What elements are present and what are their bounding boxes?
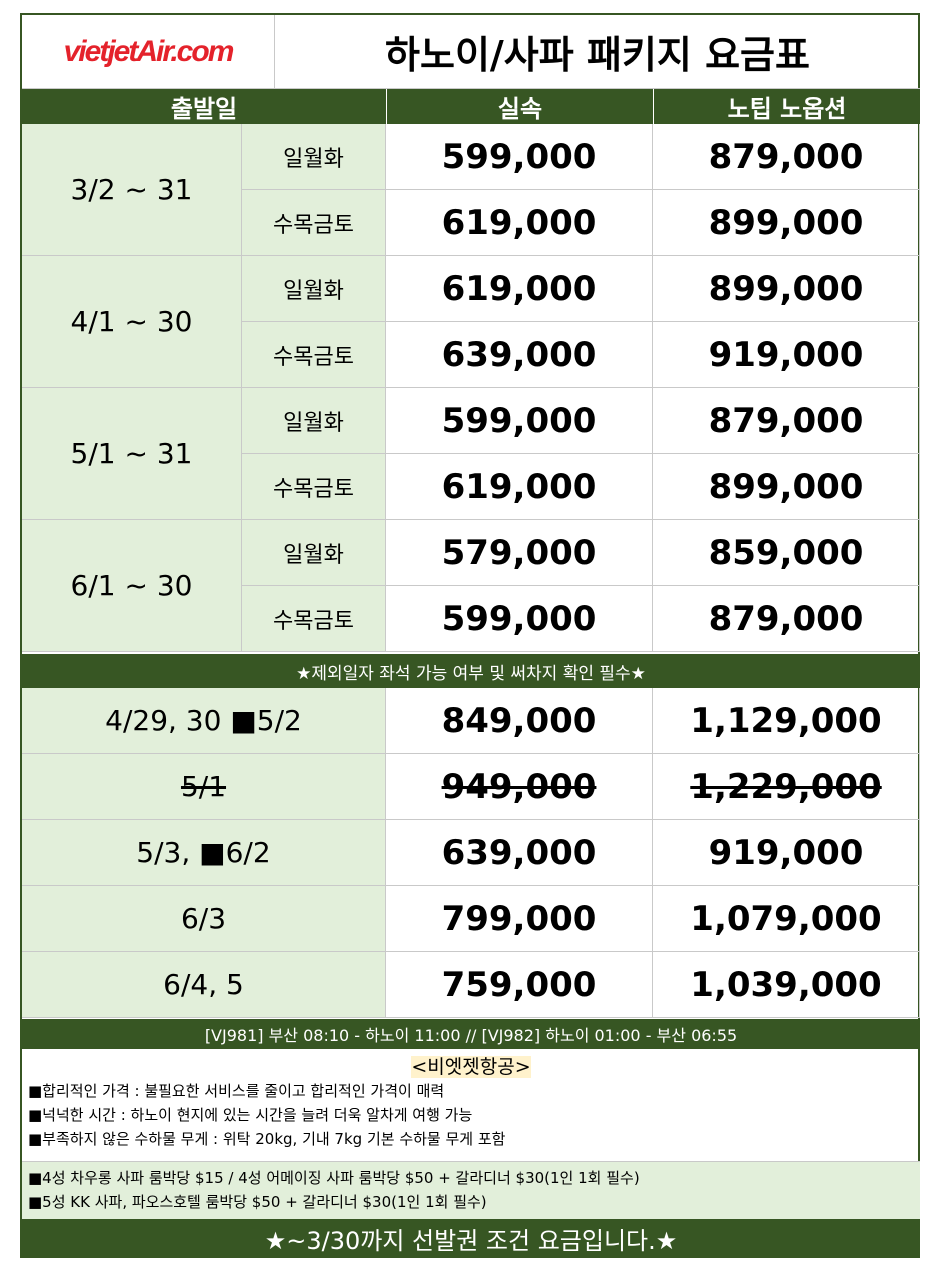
standard-price: 599,000 bbox=[386, 124, 653, 190]
vietjet-logo: vietjetAir.com bbox=[63, 34, 235, 68]
weekday-group: 수목금토 bbox=[242, 586, 386, 652]
special-standard-price: 799,000 bbox=[386, 886, 653, 952]
weekday-group: 수목금토 bbox=[242, 322, 386, 388]
premium-price: 899,000 bbox=[653, 256, 920, 322]
period-range: 5/1 ~ 31 bbox=[22, 388, 242, 520]
special-standard-price: 949,000 bbox=[386, 754, 653, 820]
premium-price: 879,000 bbox=[653, 388, 920, 454]
special-standard-price: 639,000 bbox=[386, 820, 653, 886]
period-range: 4/1 ~ 30 bbox=[22, 256, 242, 388]
flight-info: [VJ981] 부산 08:10 - 하노이 11:00 // [VJ982] … bbox=[22, 1019, 920, 1049]
premium-price: 859,000 bbox=[653, 520, 920, 586]
standard-price: 579,000 bbox=[386, 520, 653, 586]
special-date: 5/3, ■6/2 bbox=[22, 820, 386, 886]
header-standard: 실속 bbox=[386, 89, 653, 124]
airline-info: <비엣젯항공> ■합리적인 가격 : 불필요한 서비스를 줄이고 합리적인 가격… bbox=[22, 1049, 920, 1161]
standard-price: 599,000 bbox=[386, 586, 653, 652]
premium-price: 919,000 bbox=[653, 322, 920, 388]
page-title: 하노이/사파 패키지 요금표 bbox=[275, 15, 920, 89]
standard-price: 599,000 bbox=[386, 388, 653, 454]
period-range: 6/1 ~ 30 bbox=[22, 520, 242, 652]
weekday-group: 일월화 bbox=[242, 256, 386, 322]
price-table: vietjetAir.com 하노이/사파 패키지 요금표 출발일 실속 노팁 … bbox=[20, 13, 920, 1258]
airline-point: ■넉넉한 시간 : 하노이 현지에 있는 시간을 늘려 더욱 알차게 여행 가능 bbox=[28, 1106, 473, 1124]
period-range: 3/2 ~ 31 bbox=[22, 124, 242, 256]
special-premium-price: 919,000 bbox=[653, 820, 920, 886]
special-premium-price: 1,229,000 bbox=[653, 754, 920, 820]
hotel-item: ■5성 KK 사파, 파오스호텔 룸박당 $50 + 갈라디너 $30(1인 1… bbox=[28, 1193, 487, 1211]
airline-heading: <비엣젯항공> bbox=[411, 1056, 531, 1078]
standard-price: 639,000 bbox=[386, 322, 653, 388]
hotel-item: ■4성 차우롱 사파 룸박당 $15 / 4성 어메이징 사파 룸박당 $50 … bbox=[28, 1169, 640, 1187]
special-date: 4/29, 30 ■5/2 bbox=[22, 688, 386, 754]
standard-price: 619,000 bbox=[386, 454, 653, 520]
premium-price: 879,000 bbox=[653, 586, 920, 652]
special-premium-price: 1,039,000 bbox=[653, 952, 920, 1018]
weekday-group: 일월화 bbox=[242, 388, 386, 454]
special-standard-price: 849,000 bbox=[386, 688, 653, 754]
special-premium-price: 1,079,000 bbox=[653, 886, 920, 952]
header-premium: 노팁 노옵션 bbox=[653, 89, 920, 124]
airline-point: ■부족하지 않은 수하물 무게 : 위탁 20kg, 기내 7kg 기본 수하물… bbox=[28, 1130, 506, 1148]
special-date: 5/1 bbox=[22, 754, 386, 820]
weekday-group: 일월화 bbox=[242, 124, 386, 190]
logo: vietjetAir.com bbox=[22, 15, 275, 89]
weekday-group: 일월화 bbox=[242, 520, 386, 586]
header-date: 출발일 bbox=[22, 89, 386, 124]
weekday-group: 수목금토 bbox=[242, 454, 386, 520]
premium-price: 879,000 bbox=[653, 124, 920, 190]
special-date: 6/4, 5 bbox=[22, 952, 386, 1018]
standard-price: 619,000 bbox=[386, 190, 653, 256]
special-date: 6/3 bbox=[22, 886, 386, 952]
airline-point: ■합리적인 가격 : 불필요한 서비스를 줄이고 합리적인 가격이 매력 bbox=[28, 1082, 445, 1100]
special-standard-price: 759,000 bbox=[386, 952, 653, 1018]
standard-price: 619,000 bbox=[386, 256, 653, 322]
hotel-info: ■4성 차우롱 사파 룸박당 $15 / 4성 어메이징 사파 룸박당 $50 … bbox=[22, 1161, 920, 1219]
premium-price: 899,000 bbox=[653, 190, 920, 256]
notice-bar: ★제외일자 좌석 가능 여부 및 써차지 확인 필수★ bbox=[22, 654, 920, 688]
footer-note: ★~3/30까지 선발권 조건 요금입니다.★ bbox=[22, 1219, 920, 1258]
weekday-group: 수목금토 bbox=[242, 190, 386, 256]
special-premium-price: 1,129,000 bbox=[653, 688, 920, 754]
premium-price: 899,000 bbox=[653, 454, 920, 520]
